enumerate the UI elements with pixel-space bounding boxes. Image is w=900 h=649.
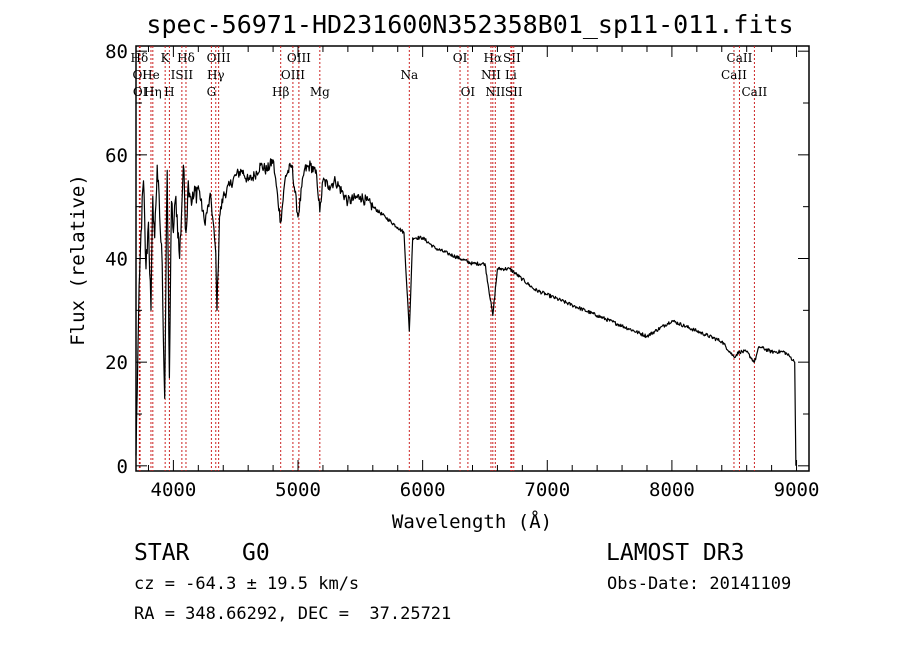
spectral-line-label: CaII xyxy=(727,51,753,65)
spectral-line-label: Mg xyxy=(310,85,330,99)
object-class: STAR xyxy=(134,540,190,566)
y-tick-label: 0 xyxy=(117,456,128,478)
x-tick-label: 5000 xyxy=(275,479,321,501)
spectral-line-label: NII xyxy=(485,85,505,99)
spectral-line-label: OIII xyxy=(207,51,231,65)
x-axis-label: Wavelength (Å) xyxy=(392,510,552,533)
x-tick-label: 6000 xyxy=(400,479,446,501)
x-tick-label: 4000 xyxy=(151,479,197,501)
spectral-line-label: CaII xyxy=(721,68,747,82)
y-tick-label: 40 xyxy=(105,249,128,271)
x-tick-label: 7000 xyxy=(524,479,570,501)
spectral-line-label: OI xyxy=(461,85,476,99)
spectral-line-label: Hβ xyxy=(272,85,289,99)
spectral-line-label: ISII xyxy=(171,68,194,82)
spectral-line-label: OIII xyxy=(287,51,311,65)
x-tick-label: 8000 xyxy=(649,479,695,501)
spectral-line-label: OI xyxy=(133,85,148,99)
survey-name: LAMOST DR3 xyxy=(606,540,745,566)
y-tick-label: 20 xyxy=(105,352,128,374)
spectral-line-label: OI xyxy=(453,51,468,65)
chart-title: spec-56971-HD231600N352358B01_sp11-011.f… xyxy=(146,10,793,39)
x-tick-label: 9000 xyxy=(774,479,820,501)
flux-series-line xyxy=(135,158,797,466)
redshift-readout: cz = -64.3 ± 19.5 km/s xyxy=(134,574,360,594)
y-axis-label: Flux (relative) xyxy=(67,174,89,346)
y-tick-label: 60 xyxy=(105,145,128,167)
spectral-line-markers: HδOIOIKHeHηHδISIIHOIIIHγGOIIIOIIIHβMgNaO… xyxy=(131,46,768,471)
coordinates-readout: RA = 348.66292, DEC = 37.25721 xyxy=(134,604,452,624)
y-tick-label: 80 xyxy=(105,41,128,63)
spectral-line-label: SII xyxy=(505,85,523,99)
spectral-line-label: Li xyxy=(505,68,517,82)
spectral-line-label: CaII xyxy=(741,85,767,99)
spectral-line-label: Hα xyxy=(484,51,503,65)
observation-date: Obs-Date: 20141109 xyxy=(607,574,792,594)
spectral-line-label: NII xyxy=(481,68,501,82)
spectral-line-label: OIII xyxy=(281,68,305,82)
spectral-line-label: Hδ xyxy=(177,51,195,65)
spectral-line-label: SII xyxy=(503,51,521,65)
object-subclass: G0 xyxy=(242,540,270,566)
spectral-line-label: He xyxy=(142,68,160,82)
spectral-line-label: Hγ xyxy=(207,68,225,82)
spectral-line-label: K xyxy=(161,51,171,65)
spectral-line-label: H xyxy=(164,85,174,99)
plot-frame xyxy=(135,45,810,472)
axis-ticks: 4000 5000 6000 7000 8000 9000 0 20 40 60 80 xyxy=(105,41,819,501)
spectral-line-label: G xyxy=(207,85,217,99)
spectral-line-label: Hη xyxy=(144,85,162,99)
spectral-line-label: Na xyxy=(400,68,418,82)
